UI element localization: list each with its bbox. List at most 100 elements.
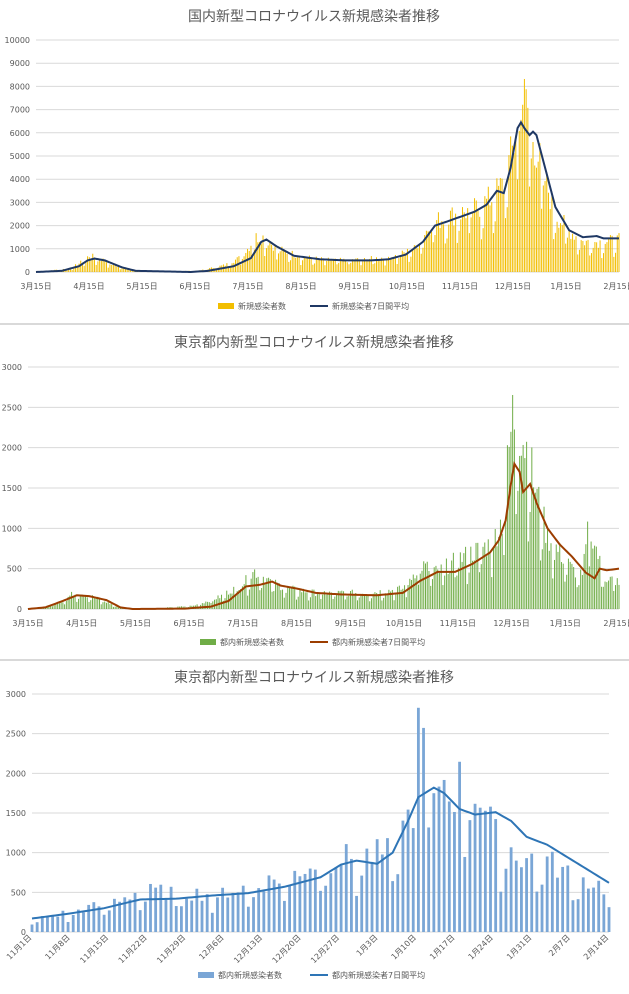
tokyo-bar: [601, 587, 602, 609]
tokyo-bar: [109, 604, 110, 609]
recent-bar: [469, 820, 472, 932]
tokyo-bar: [287, 586, 288, 609]
national-bar: [421, 254, 422, 272]
tokyo-bar: [469, 573, 470, 609]
tokyo-bar: [533, 487, 534, 609]
tokyo-bar: [559, 543, 560, 609]
national-bar: [398, 258, 399, 272]
tokyo-bar: [413, 575, 414, 609]
tokyo-bar: [231, 594, 232, 609]
national-bar: [576, 236, 577, 272]
tokyo-bar: [270, 579, 271, 609]
national-bar: [342, 260, 343, 272]
recent-bar: [324, 886, 327, 932]
tokyo-bar: [322, 595, 323, 609]
recent-x-tick-label: 11月29日: [155, 933, 187, 965]
tokyo-bar: [456, 576, 457, 609]
tokyo-bar: [367, 595, 368, 609]
tokyo-bar: [523, 445, 524, 609]
national-bar: [330, 260, 331, 272]
national-bar: [596, 242, 597, 272]
tokyo-bar: [308, 600, 309, 609]
national-bar: [447, 238, 448, 272]
tokyo-bar: [381, 601, 382, 610]
national-bar: [560, 223, 561, 272]
national-bar: [490, 205, 491, 272]
national-y-tick-label: 10000: [5, 36, 30, 45]
tokyo-bar: [415, 578, 416, 609]
recent-y-tick-label: 3000: [6, 690, 26, 699]
tokyo-bar: [564, 582, 565, 609]
tokyo-bar: [294, 587, 295, 609]
tokyo-bar: [493, 549, 494, 609]
tokyo-bar: [296, 600, 297, 609]
tokyo-bar: [73, 597, 74, 609]
recent-bar: [72, 915, 75, 932]
recent-bar: [494, 819, 497, 932]
tokyo-bar: [592, 549, 593, 609]
national-bar: [99, 259, 100, 272]
national-bar: [429, 235, 430, 272]
tokyo-bar: [465, 547, 466, 609]
recent-bar: [149, 884, 152, 932]
tokyo-bar: [317, 594, 318, 609]
recent-bar: [216, 897, 219, 932]
tokyo-bar: [272, 592, 273, 609]
tokyo-bar: [371, 598, 372, 609]
recent-x-tick-label: 11月8日: [43, 933, 71, 961]
recent-bar: [448, 801, 451, 932]
national-bar: [582, 241, 583, 272]
national-bar: [366, 261, 367, 272]
national-y-tick-label: 6000: [10, 129, 30, 138]
tokyo-bar: [327, 594, 328, 609]
national-x-tick-label: 8月15日: [285, 282, 316, 291]
tokyo-bar: [406, 597, 407, 609]
national-bar: [448, 225, 449, 272]
recent-bar: [371, 862, 374, 932]
tokyo-bar: [286, 593, 287, 609]
recent-bar: [278, 884, 281, 932]
national-bar: [410, 257, 411, 272]
tokyo-bar: [423, 561, 424, 609]
national-bar: [574, 240, 575, 272]
tokyo-bar: [345, 599, 346, 609]
tokyo-bar: [573, 567, 574, 609]
recent-bar: [175, 906, 178, 932]
national-bar: [115, 266, 116, 272]
tokyo-bar: [291, 587, 292, 609]
tokyo-bar: [542, 549, 543, 609]
national-bar: [273, 251, 274, 272]
national-bar: [261, 244, 262, 272]
tokyo-bar: [348, 596, 349, 609]
recent-bar: [582, 877, 585, 932]
recent-bar: [31, 925, 34, 932]
tokyo-bar: [460, 552, 461, 609]
tokyo-bar: [397, 587, 398, 609]
national-bar: [84, 266, 85, 272]
recent-legend: 都内新規感染者数都内新規感染者7日間平均: [198, 970, 425, 980]
recent-bar: [87, 905, 90, 932]
national-bar: [304, 258, 305, 272]
tokyo-bar: [512, 395, 513, 609]
tokyo-bar: [458, 568, 459, 609]
recent-bar: [319, 891, 322, 932]
recent-bar: [499, 892, 502, 932]
tokyo-bar: [280, 590, 281, 609]
recent-y-tick-label: 2500: [6, 730, 26, 739]
tokyo-bar: [399, 586, 400, 609]
tokyo-y-tick-label: 3000: [2, 363, 22, 372]
tokyo-bar: [289, 588, 290, 609]
national-bar: [441, 221, 442, 272]
tokyo-bar: [385, 593, 386, 609]
national-bar: [374, 263, 375, 272]
tokyo-bar: [535, 493, 536, 609]
national-bar: [503, 192, 504, 272]
tokyo-bar: [587, 522, 588, 609]
national-bar: [275, 245, 276, 272]
tokyo-bar: [585, 544, 586, 609]
tokyo-bar: [531, 447, 532, 609]
national-bar: [600, 240, 601, 272]
recent-bar: [190, 901, 193, 932]
tokyo-legend-bar-swatch: [200, 639, 216, 645]
recent-bar: [108, 910, 111, 932]
